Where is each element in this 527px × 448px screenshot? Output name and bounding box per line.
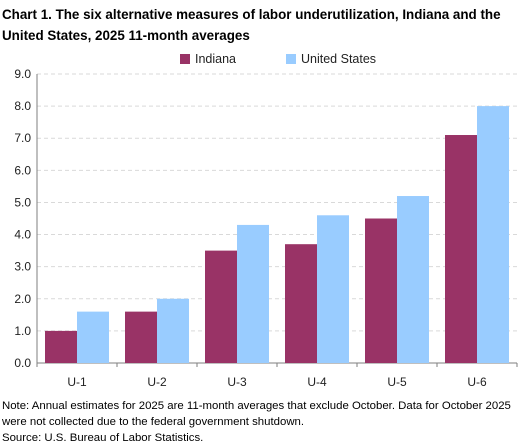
- bar-united-states: [397, 196, 429, 363]
- legend-label-indiana: Indiana: [195, 52, 237, 66]
- x-tick-label: U-3: [227, 375, 247, 389]
- note-text: Note: Annual estimates for 2025 are 11-m…: [2, 400, 511, 428]
- bar-indiana: [285, 244, 317, 363]
- bar-indiana: [205, 250, 237, 363]
- x-tick-label: U-6: [467, 375, 487, 389]
- bar-indiana: [445, 135, 477, 363]
- bar-united-states: [317, 215, 349, 363]
- y-tick-label: 6.0: [14, 163, 31, 177]
- bar-indiana: [365, 218, 397, 363]
- y-tick-label: 9.0: [14, 67, 31, 81]
- y-tick-label: 7.0: [14, 131, 31, 145]
- legend-item-united-states: United States: [286, 52, 376, 66]
- bar-united-states: [157, 298, 189, 363]
- bar-indiana: [45, 330, 77, 363]
- bar-united-states: [77, 311, 109, 363]
- y-tick-label: 1.0: [14, 324, 31, 338]
- bar-united-states: [237, 224, 269, 363]
- chart-notes: Note: Annual estimates for 2025 are 11-m…: [2, 398, 525, 446]
- bar-united-states: [477, 106, 509, 363]
- legend-swatch-indiana: [180, 54, 190, 64]
- y-tick-label: 3.0: [14, 260, 31, 274]
- x-tick-label: U-4: [307, 375, 327, 389]
- x-tick-label: U-2: [147, 375, 167, 389]
- y-tick-label: 5.0: [14, 195, 31, 209]
- y-tick-label: 2.0: [14, 292, 31, 306]
- x-tick-label: U-1: [67, 375, 87, 389]
- bar-chart: 0.0 1.0 2.0 3.0 4.0 5.0 6.0 7.0 8.0 9.0 U-1 U-2 U-3 U…: [14, 67, 518, 389]
- bar-indiana: [125, 311, 157, 363]
- legend-item-indiana: Indiana: [180, 52, 236, 66]
- legend-swatch-united-states: [286, 54, 296, 64]
- chart-title: Chart 1. The six alternative measures of…: [2, 7, 501, 43]
- source-text: Source: U.S. Bureau of Labor Statistics.: [2, 432, 204, 444]
- y-tick-label: 0.0: [14, 356, 31, 370]
- legend-label-united-states: United States: [301, 52, 377, 66]
- y-tick-label: 8.0: [14, 99, 31, 113]
- x-tick-label: U-5: [387, 375, 407, 389]
- legend: Indiana United States: [0, 52, 527, 68]
- y-tick-label: 4.0: [14, 228, 31, 242]
